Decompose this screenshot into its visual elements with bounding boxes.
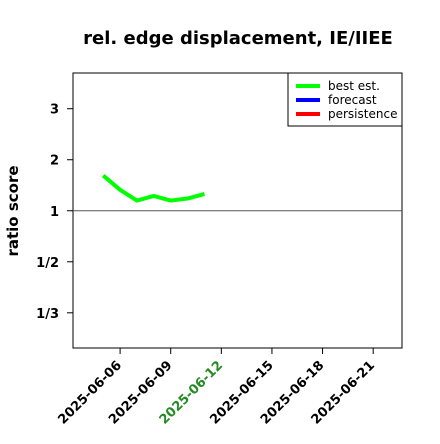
y-tick-label: 1 xyxy=(50,205,59,220)
y-tick-label: 2 xyxy=(50,154,59,169)
y-tick-label: 1/2 xyxy=(36,256,59,271)
y-axis-label: ratio score xyxy=(4,165,22,256)
y-tick-label: 1/3 xyxy=(36,307,59,322)
y-tick-label: 3 xyxy=(50,103,59,118)
legend-label: best est. xyxy=(328,79,380,93)
chart-title: rel. edge displacement, IE/IIEE xyxy=(83,28,393,49)
series-line xyxy=(101,174,205,203)
legend-label: persistence xyxy=(328,107,397,121)
legend-label: forecast xyxy=(328,93,377,107)
